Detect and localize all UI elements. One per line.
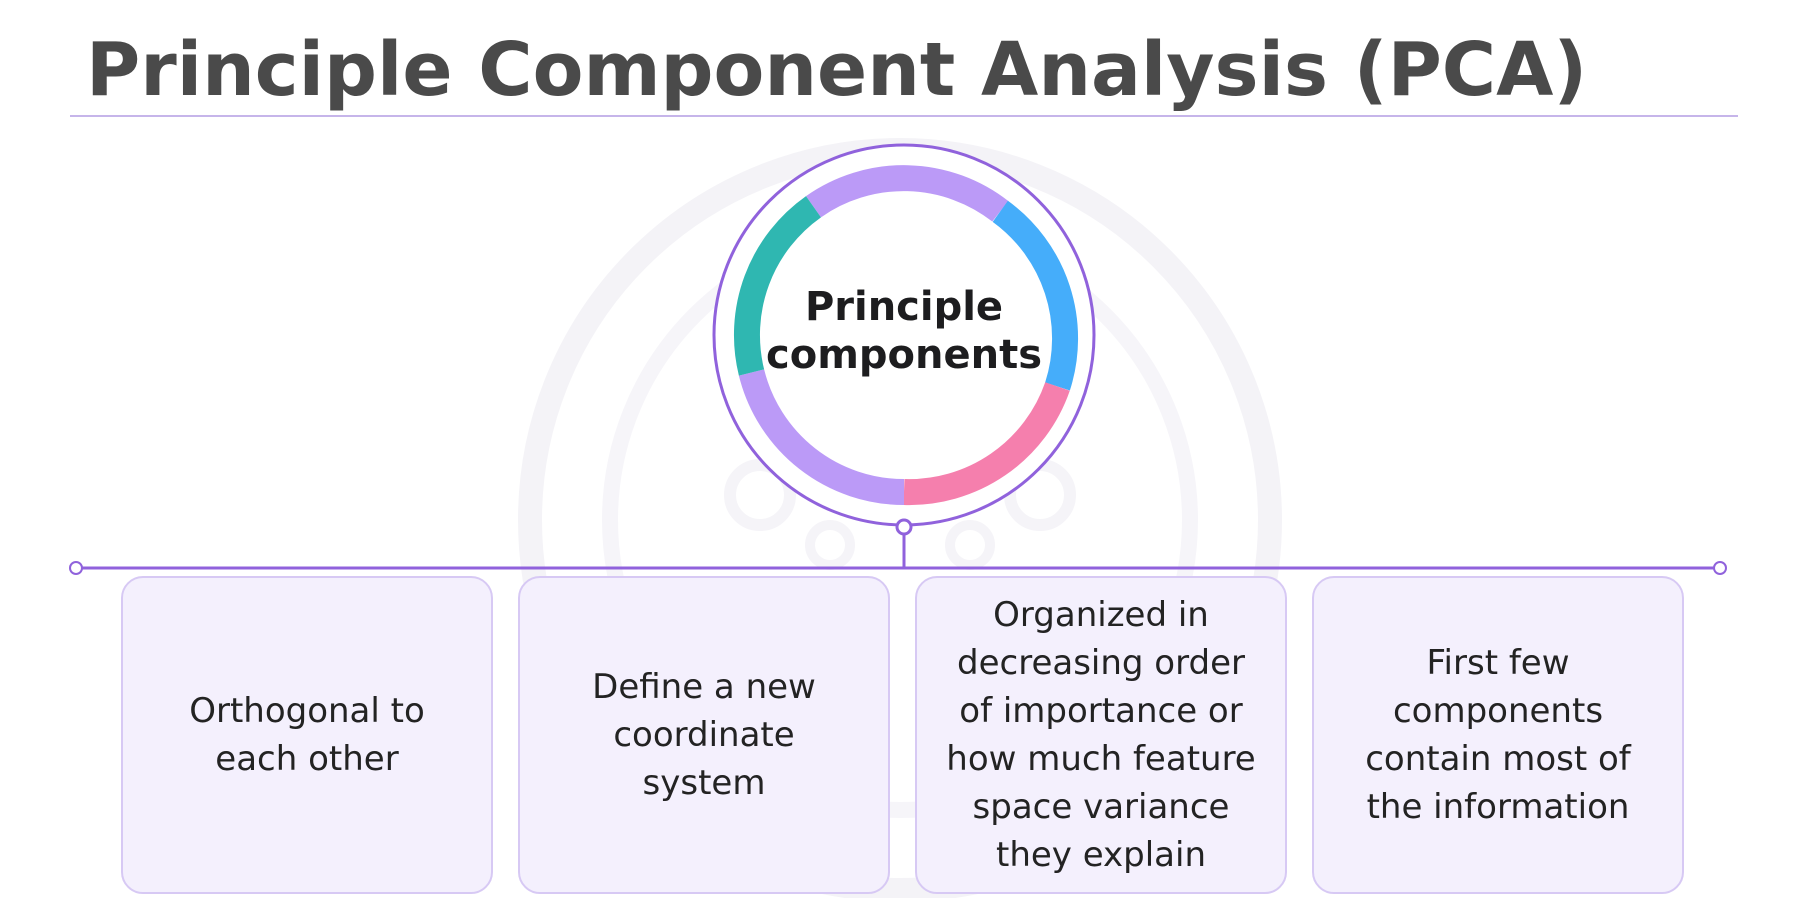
card-text-line: the information xyxy=(1366,787,1630,827)
card-text-line: space variance xyxy=(972,787,1230,827)
card-text-line: Orthogonal to xyxy=(189,691,425,731)
hub-label-line-2: components xyxy=(766,332,1042,378)
property-card-most-information: First few components contain most of the… xyxy=(1312,576,1684,894)
card-text-line: Organized in xyxy=(993,595,1209,635)
ring-segment-lavender-top xyxy=(806,165,1009,222)
horizontal-connector-left-node xyxy=(69,561,83,575)
card-text-line: contain most of xyxy=(1365,739,1631,779)
title-divider xyxy=(70,115,1738,117)
slide-title: Principle Component Analysis (PCA) xyxy=(86,27,1588,113)
card-text-line: how much feature xyxy=(946,739,1256,779)
card-text-line: they explain xyxy=(995,835,1207,875)
card-text-line: each other xyxy=(215,739,399,779)
card-text-line: components xyxy=(1392,691,1604,731)
hub-label-line-1: Principle xyxy=(804,284,1004,330)
card-text-line: decreasing order xyxy=(957,643,1245,683)
card-text: Orthogonal to each other xyxy=(189,687,425,783)
property-card-decreasing-order: Organized in decreasing order of importa… xyxy=(915,576,1287,894)
ring-segment-blue xyxy=(992,200,1079,391)
ring-segment-pink xyxy=(903,382,1070,506)
card-text: Define a new coordinate system xyxy=(592,663,816,807)
hub-connector-node xyxy=(895,518,913,536)
card-text-line: of importance or xyxy=(959,691,1243,731)
card-text: First few components contain most of the… xyxy=(1365,639,1631,831)
property-card-coordinate-system: Define a new coordinate system xyxy=(518,576,890,894)
hub-label: Principle components xyxy=(747,283,1061,379)
card-text-line: system xyxy=(642,763,766,803)
card-text-line: coordinate xyxy=(613,715,795,755)
card-text: Organized in decreasing order of importa… xyxy=(946,591,1255,879)
horizontal-connector-right-node xyxy=(1713,561,1727,575)
ring-segment-teal xyxy=(733,196,822,376)
ring-segment-lavender-bottom xyxy=(738,369,905,505)
card-text-line: Define a new xyxy=(592,667,816,707)
card-text-line: First few xyxy=(1426,643,1570,683)
property-card-orthogonal: Orthogonal to each other xyxy=(121,576,493,894)
